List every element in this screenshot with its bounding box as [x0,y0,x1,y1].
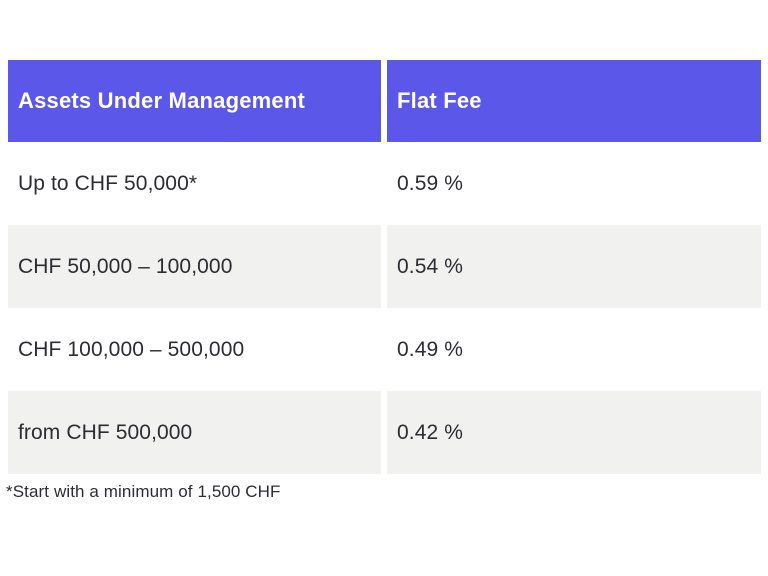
flat-fee-value: 0.49 % [397,337,463,361]
flat-fee-cell: 0.42 % [387,391,761,474]
table-header-row: Assets Under Management Flat Fee [8,60,761,142]
table-row: from CHF 500,000 0.42 % [8,391,761,474]
flat-fee-cell: 0.49 % [387,308,761,391]
assets-tier-value: from CHF 500,000 [18,420,193,444]
assets-tier-value: CHF 50,000 – 100,000 [18,254,233,278]
pricing-table: Assets Under Management Flat Fee Up to C… [8,60,761,474]
assets-tier-cell: Up to CHF 50,000* [8,142,381,225]
assets-tier-cell: CHF 100,000 – 500,000 [8,308,381,391]
flat-fee-value: 0.59 % [397,171,463,195]
flat-fee-cell: 0.54 % [387,225,761,308]
header-cell-assets-under-management: Assets Under Management [8,60,381,142]
footnote: *Start with a minimum of 1,500 CHF [6,482,281,501]
table-row: CHF 50,000 – 100,000 0.54 % [8,225,761,308]
header-label-flat-fee: Flat Fee [397,88,482,113]
header-label-assets-under-management: Assets Under Management [18,88,306,113]
flat-fee-value: 0.54 % [397,254,463,278]
assets-tier-cell: from CHF 500,000 [8,391,381,474]
table-row: CHF 100,000 – 500,000 0.49 % [8,308,761,391]
table-row: Up to CHF 50,000* 0.59 % [8,142,761,225]
header-cell-flat-fee: Flat Fee [387,60,761,142]
assets-tier-value: Up to CHF 50,000* [18,171,198,195]
assets-tier-value: CHF 100,000 – 500,000 [18,337,245,361]
flat-fee-value: 0.42 % [397,420,463,444]
flat-fee-cell: 0.59 % [387,142,761,225]
assets-tier-cell: CHF 50,000 – 100,000 [8,225,381,308]
